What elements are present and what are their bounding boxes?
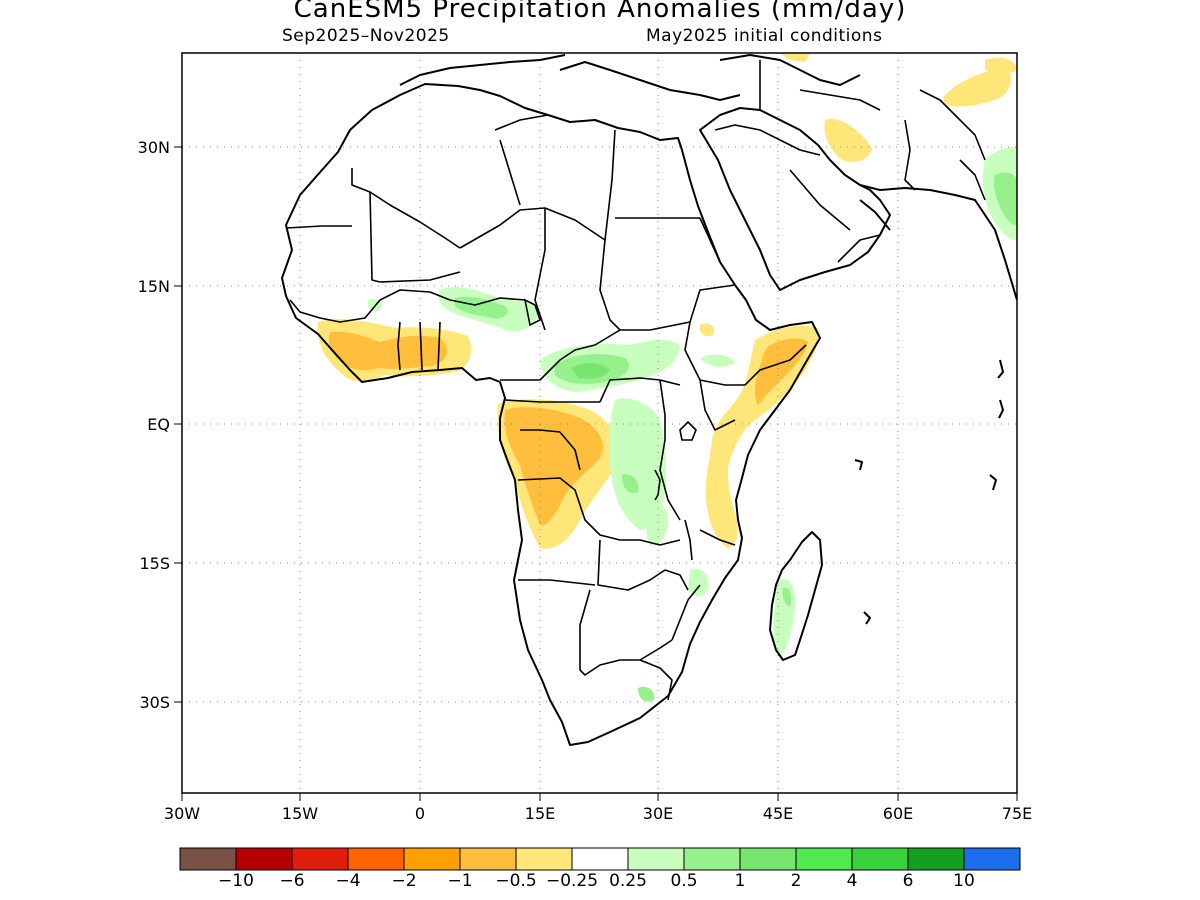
anomaly-shading [317, 53, 1017, 702]
colorbar-label: −2 [391, 871, 417, 891]
colorbar-label: 10 [953, 871, 975, 891]
colorbar-swatch [739, 847, 797, 871]
colorbar-swatch [515, 847, 573, 871]
map-title: CanESM5 Precipitation Anomalies (mm/day) [293, 0, 907, 24]
lon-tick-label: 0 [415, 804, 425, 823]
colorbar-swatch [403, 847, 461, 871]
country-borders [285, 60, 986, 701]
colorbar-label: 6 [902, 871, 914, 891]
lon-tick-label: 15E [525, 804, 555, 823]
colorbar-label: −4 [335, 871, 361, 891]
longitude-axis [181, 793, 1018, 801]
lon-tick-label: 75E [1002, 804, 1032, 823]
colorbar-swatch [627, 847, 685, 871]
lon-tick-label: 60E [883, 804, 913, 823]
colorbar-swatch [179, 847, 237, 871]
colorbar-label: 2 [790, 871, 802, 891]
coastlines [281, 54, 1017, 746]
colorbar-label: −10 [218, 871, 254, 891]
colorbar-label: −1 [447, 871, 473, 891]
colorbar-swatch [235, 847, 293, 871]
lat-tick-label: EQ [147, 415, 170, 434]
colorbar-swatch [851, 847, 909, 871]
colorbar-swatch [347, 847, 405, 871]
lon-tick-label: 30E [643, 804, 673, 823]
latitude-labels: 30N 15N EQ 15S 30S [138, 138, 170, 712]
map-frame [181, 52, 1018, 794]
colorbar-swatch [683, 847, 741, 871]
colorbar-swatch [571, 847, 629, 871]
colorbar-label: 4 [846, 871, 858, 891]
colorbar-swatch [795, 847, 853, 871]
colorbar-swatch [963, 847, 1021, 871]
lat-tick-label: 15S [139, 554, 170, 573]
latitude-axis [174, 146, 182, 703]
colorbar-swatch [907, 847, 965, 871]
lat-tick-label: 15N [138, 277, 170, 296]
map-area [182, 53, 1017, 793]
lon-tick-label: 45E [763, 804, 793, 823]
lat-tick-label: 30S [139, 693, 170, 712]
colorbar-label: −0.5 [495, 871, 537, 891]
colorbar-label: −0.25 [545, 871, 599, 891]
colorbar-swatch [459, 847, 517, 871]
lat-tick-label: 30N [138, 138, 170, 157]
colorbar-label: 1 [734, 871, 746, 891]
colorbar [179, 847, 1021, 871]
lon-tick-label: 15W [282, 804, 318, 823]
colorbar-label: 0.5 [670, 871, 698, 891]
season-label: Sep2025–Nov2025 [282, 26, 450, 46]
lakes [523, 298, 697, 561]
lon-tick-label: 30W [164, 804, 200, 823]
graticule [182, 53, 1017, 793]
colorbar-label: −6 [279, 871, 305, 891]
colorbar-label: 0.25 [609, 871, 647, 891]
longitude-labels: 30W 15W 0 15E 30E 45E 60E 75E [164, 804, 1032, 823]
colorbar-swatch [291, 847, 349, 871]
initial-conditions-label: May2025 initial conditions [646, 26, 883, 46]
